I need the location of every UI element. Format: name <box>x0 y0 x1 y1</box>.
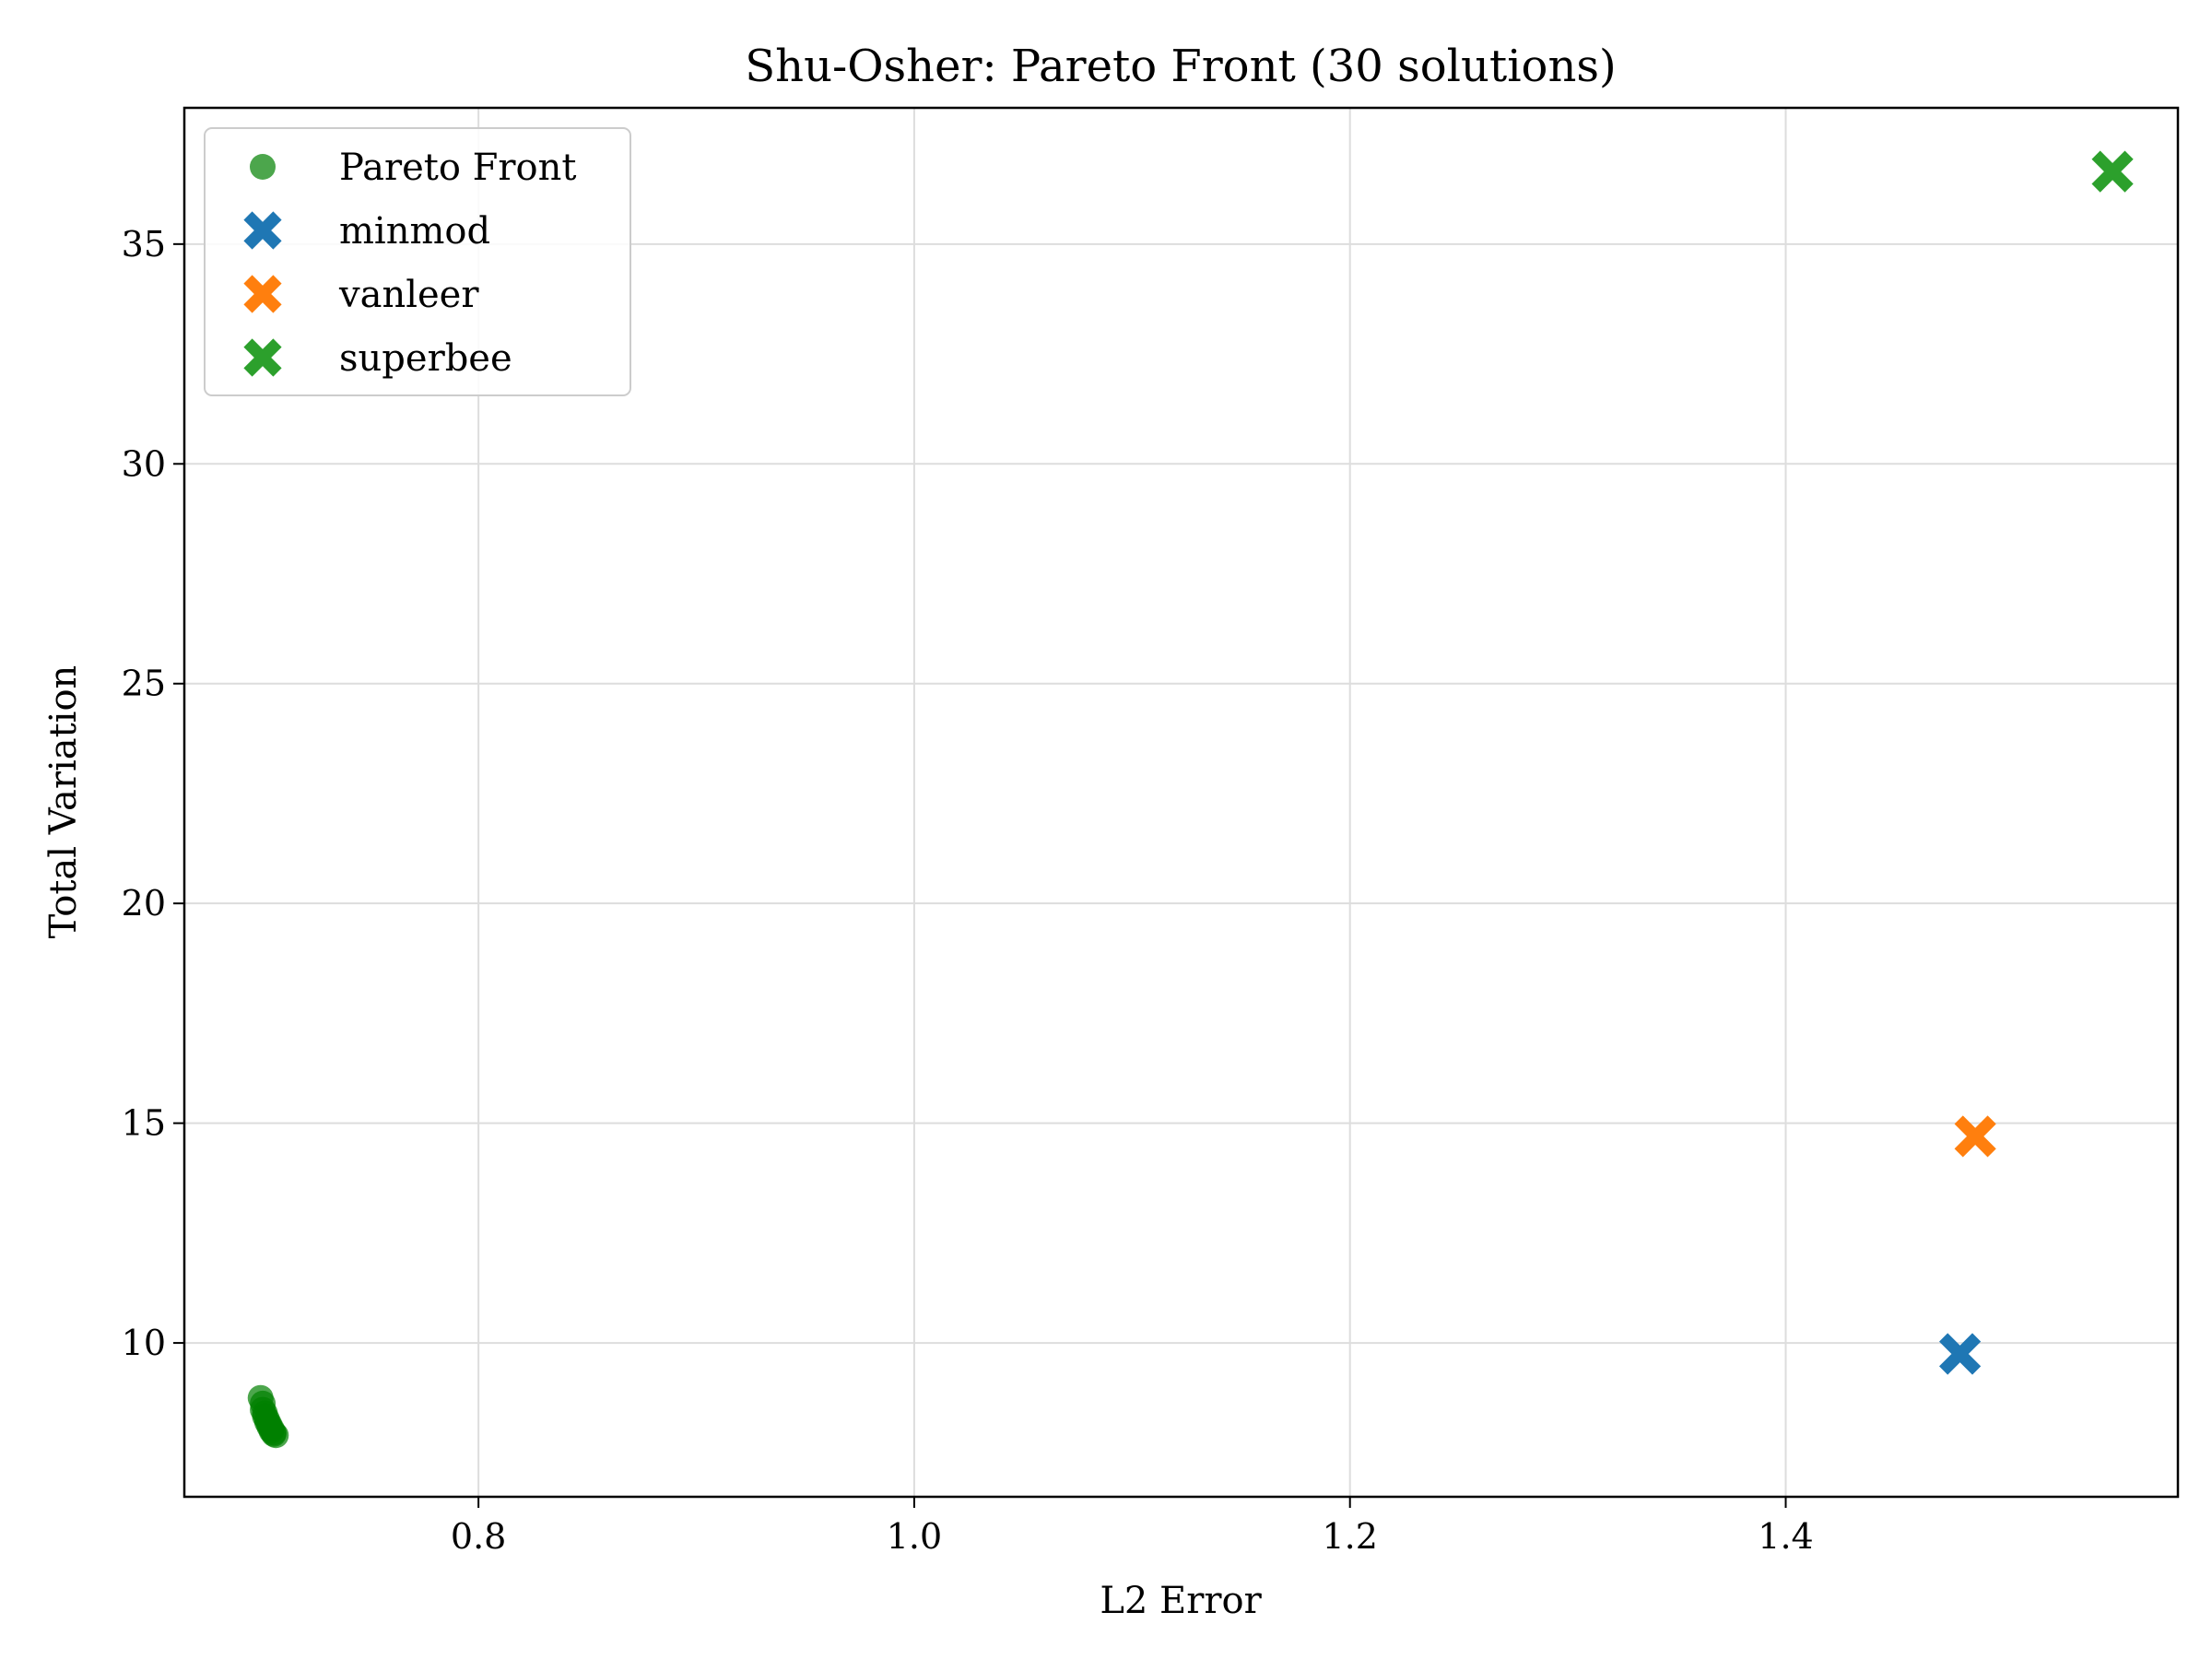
y-axis-label: Total Variation <box>42 665 85 939</box>
y-tick-label: 35 <box>122 224 166 265</box>
legend-marker-superbee <box>243 338 282 377</box>
x-axis-label: L2 Error <box>1100 1580 1262 1622</box>
plot-frame <box>182 106 2180 1499</box>
axis-ticks: 0.8 1.0 1.2 1.4 10 15 20 25 30 35 <box>122 224 1814 1557</box>
y-tick-label: 15 <box>122 1103 166 1144</box>
x-tick-label: 1.2 <box>1322 1516 1377 1557</box>
legend-label-superbee: superbee <box>339 337 512 380</box>
legend-box <box>204 127 631 396</box>
grid-lines <box>184 108 2178 1497</box>
y-tick-label: 10 <box>122 1323 166 1363</box>
y-tick-label: 30 <box>122 443 166 484</box>
legend-marker-pareto-front <box>250 154 276 180</box>
chart-title: Shu-Osher: Pareto Front (30 solutions) <box>745 41 1616 92</box>
x-tick-label: 1.0 <box>887 1516 942 1557</box>
superbee-marker <box>2091 150 2134 193</box>
x-tick-label: 1.4 <box>1758 1516 1813 1557</box>
minmod-marker <box>1939 1333 1982 1375</box>
pareto-front-point <box>263 1422 289 1449</box>
legend: Pareto Front minmod vanleer superbee <box>204 127 631 396</box>
x-tick-label: 0.8 <box>451 1516 506 1557</box>
legend-label-pareto-front: Pareto Front <box>339 147 576 189</box>
data-points <box>247 150 2134 1449</box>
y-tick-label: 25 <box>122 664 166 704</box>
y-tick-label: 20 <box>122 883 166 924</box>
vanleer-marker <box>1954 1115 1996 1158</box>
legend-marker-minmod <box>243 211 282 250</box>
legend-label-vanleer: vanleer <box>338 274 479 316</box>
legend-marker-vanleer <box>243 275 282 313</box>
legend-label-minmod: minmod <box>339 210 490 253</box>
